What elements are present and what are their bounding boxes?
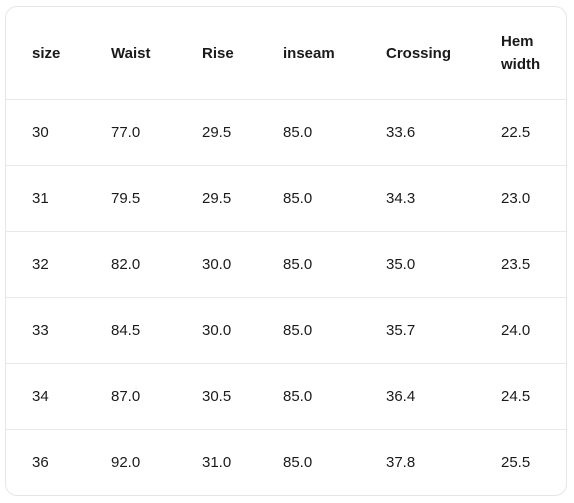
cell-waist: 92.0: [111, 454, 141, 471]
column-header-crossing: Crossing: [360, 7, 475, 100]
cell-rise: 30.0: [176, 231, 257, 298]
column-header-inseam: inseam: [257, 7, 360, 100]
cell-inseam: 85.0: [257, 297, 360, 364]
cell-inseam: 85.0: [283, 454, 313, 471]
cell-rise: 29.5: [176, 99, 257, 166]
cell-inseam: 85.0: [257, 99, 360, 166]
column-header-hem-width: Hem width: [475, 7, 566, 100]
cell-rise: 30.0: [176, 297, 257, 364]
cell-rise: 31.0: [202, 454, 232, 471]
table-row: 36 92.0 31.0 85.0 37.8 25.5: [6, 430, 566, 496]
cell-size: 31: [6, 165, 85, 232]
cell-hem-width: 24.5: [475, 363, 566, 430]
table-row: 33 84.5 30.0 85.0 35.7 24.0: [6, 297, 566, 364]
cell-size: 32: [6, 231, 85, 298]
cell-waist: 77.0: [85, 99, 176, 166]
header-row: size Waist Rise inseam Crossing Hem widt…: [6, 7, 566, 100]
size-chart-table: size Waist Rise inseam Crossing Hem widt…: [6, 7, 566, 496]
table-row: 30 77.0 29.5 85.0 33.6 22.5: [6, 99, 566, 166]
cell-crossing: 34.3: [360, 165, 475, 232]
cell-hem-width: 22.5: [475, 99, 566, 166]
cell-crossing: 37.8: [386, 454, 416, 471]
cell-waist: 84.5: [85, 297, 176, 364]
column-header-waist: Waist: [85, 7, 176, 100]
cell-rise: 30.5: [176, 363, 257, 430]
cell-crossing: 36.4: [360, 363, 475, 430]
cell-hem-width: 23.0: [475, 165, 566, 232]
cell-waist: 87.0: [85, 363, 176, 430]
cell-crossing: 33.6: [360, 99, 475, 166]
size-chart-card: size Waist Rise inseam Crossing Hem widt…: [5, 6, 567, 496]
column-header-size: size: [6, 7, 85, 100]
cell-size: 30: [6, 99, 85, 166]
table-row: 31 79.5 29.5 85.0 34.3 23.0: [6, 165, 566, 232]
cell-inseam: 85.0: [257, 231, 360, 298]
cell-waist: 79.5: [85, 165, 176, 232]
cell-waist: 82.0: [85, 231, 176, 298]
cell-size: 36: [32, 454, 49, 471]
cell-size: 34: [6, 363, 85, 430]
cell-hem-width: 25.5: [501, 454, 531, 471]
table-row: 32 82.0 30.0 85.0 35.0 23.5: [6, 231, 566, 298]
cell-size: 33: [6, 297, 85, 364]
cell-inseam: 85.0: [257, 363, 360, 430]
cell-hem-width: 24.0: [475, 297, 566, 364]
cell-crossing: 35.7: [360, 297, 475, 364]
cell-rise: 29.5: [176, 165, 257, 232]
cell-inseam: 85.0: [257, 165, 360, 232]
cell-crossing: 35.0: [360, 231, 475, 298]
cell-hem-width: 23.5: [475, 231, 566, 298]
column-header-rise: Rise: [176, 7, 257, 100]
table-row: 34 87.0 30.5 85.0 36.4 24.5: [6, 363, 566, 430]
